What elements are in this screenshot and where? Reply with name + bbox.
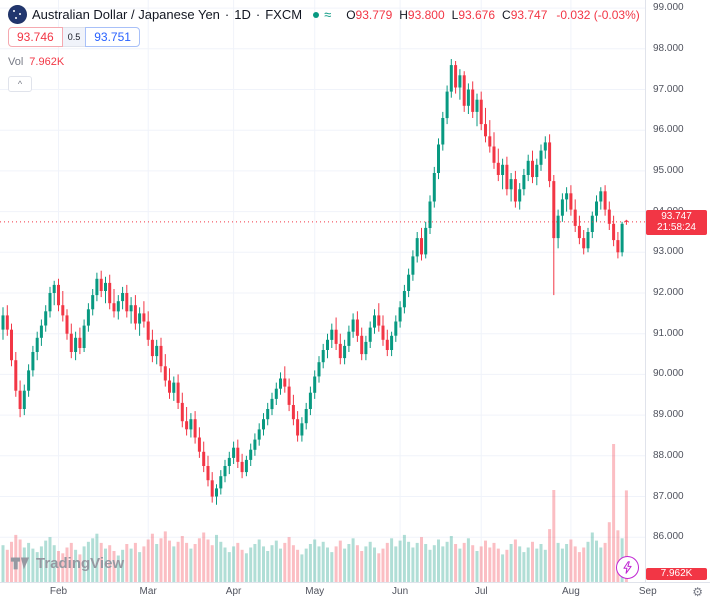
interval-label[interactable]: 1D <box>234 7 251 22</box>
tradingview-logo-icon <box>10 557 30 570</box>
price-tick: 99.000 <box>653 2 684 14</box>
buy-button[interactable]: 93.751 <box>85 27 140 47</box>
data-mode-icon[interactable]: ≈ <box>324 7 332 22</box>
collapse-legend-button[interactable]: ^ <box>8 76 32 92</box>
price-tick: 97.000 <box>653 83 684 95</box>
quote-panel: 93.746 0.5 93.751 <box>8 27 140 47</box>
price-tick: 87.000 <box>653 490 684 502</box>
ohlc-readout: O93.779 H93.800 L93.676 C93.747 -0.032 (… <box>346 8 640 22</box>
candlestick-chart[interactable] <box>0 0 645 582</box>
symbol-title[interactable]: Australian Dollar / Japanese Yen <box>32 7 220 22</box>
time-tick: Aug <box>562 586 580 597</box>
time-tick: Apr <box>225 586 242 597</box>
open-label: O <box>346 7 356 22</box>
spread-value: 0.5 <box>62 27 86 47</box>
close-value: 93.747 <box>510 7 548 22</box>
price-tick: 92.000 <box>653 287 684 299</box>
current-price-badge: 93.747 21:58:24 <box>646 209 707 235</box>
exchange-label[interactable]: FXCM <box>265 7 303 22</box>
price-tick: 95.000 <box>653 164 684 176</box>
time-scale[interactable]: Feb Mar Apr May Jun Jul Aug Sep ⚙ <box>0 582 710 600</box>
price-scale[interactable]: 99.00098.00097.00096.00095.00094.00093.0… <box>645 0 710 582</box>
price-tick: 90.000 <box>653 368 684 380</box>
price-tick: 91.000 <box>653 327 684 339</box>
instant-trading-button[interactable] <box>616 556 639 579</box>
time-tick: May <box>305 586 325 597</box>
chart-area[interactable]: Australian Dollar / Japanese Yen · 1D · … <box>0 0 645 582</box>
time-tick: Jul <box>474 586 488 597</box>
sell-button[interactable]: 93.746 <box>8 27 63 47</box>
high-label: H <box>399 7 408 22</box>
open-value: 93.779 <box>355 7 393 22</box>
low-value: 93.676 <box>458 7 496 22</box>
market-status-dot-icon[interactable] <box>313 11 320 18</box>
separator: · <box>224 7 230 22</box>
close-label: C <box>502 7 511 22</box>
volume-label: Vol <box>8 56 24 68</box>
separator: · <box>255 7 261 22</box>
time-tick: Mar <box>139 586 157 597</box>
time-tick: Sep <box>638 586 657 597</box>
tradingview-logo[interactable]: TradingView <box>10 553 124 573</box>
tradingview-logo-text: TradingView <box>36 554 125 572</box>
candles <box>1 59 628 505</box>
price-tick: 89.000 <box>653 409 684 421</box>
grid-lines <box>0 0 645 582</box>
high-value: 93.800 <box>407 7 445 22</box>
change-value: -0.032 (-0.03%) <box>556 7 640 22</box>
price-tick: 96.000 <box>653 124 684 136</box>
price-tick: 88.000 <box>653 449 684 461</box>
price-tick: 93.000 <box>653 246 684 258</box>
price-tick: 86.000 <box>653 531 684 543</box>
lightning-bolt-icon <box>623 561 632 574</box>
settings-gear-icon[interactable]: ⚙ <box>692 585 703 599</box>
volume-value: 7.962K <box>29 56 65 68</box>
volume-axis-badge: 7.962K <box>646 568 707 580</box>
time-tick: Feb <box>49 586 68 597</box>
time-tick: Jun <box>392 586 409 597</box>
volume-legend[interactable]: Vol 7.962K <box>8 56 64 68</box>
symbol-header: Australian Dollar / Japanese Yen · 1D · … <box>8 5 640 24</box>
aud-jpy-flag-icon[interactable] <box>8 5 27 24</box>
bar-countdown: 21:58:24 <box>657 222 696 234</box>
last-price: 93.747 <box>661 210 692 222</box>
low-label: L <box>451 7 459 22</box>
price-tick: 98.000 <box>653 42 684 54</box>
